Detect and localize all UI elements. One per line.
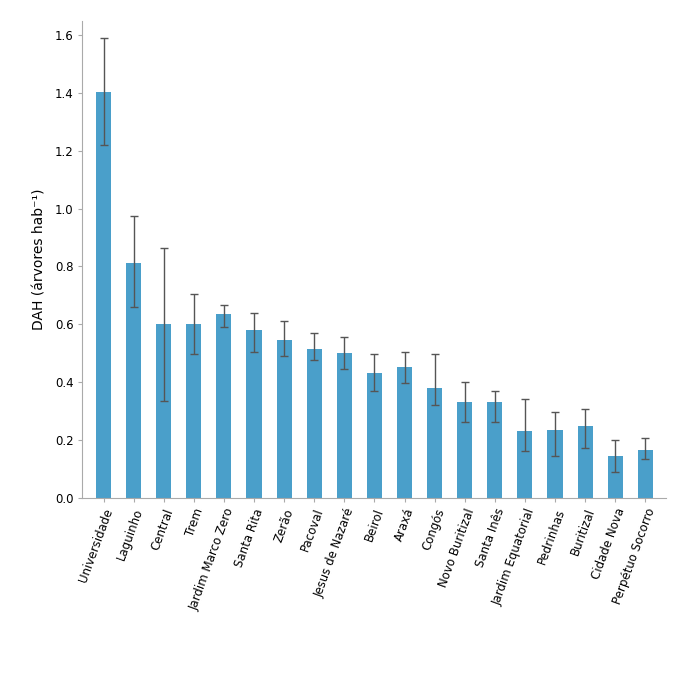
Bar [186, 324, 201, 498]
Bar [427, 388, 442, 498]
Bar [247, 330, 262, 498]
Bar [337, 353, 352, 498]
Bar [608, 455, 622, 498]
Bar [306, 349, 322, 498]
Bar [397, 368, 412, 498]
Bar [578, 426, 593, 498]
Bar [156, 324, 171, 498]
Bar [96, 91, 111, 498]
Bar [517, 431, 532, 498]
Bar [548, 430, 563, 498]
Y-axis label: DAH (árvores hab⁻¹): DAH (árvores hab⁻¹) [32, 189, 46, 330]
Bar [367, 373, 382, 498]
Bar [487, 402, 502, 498]
Bar [277, 340, 292, 498]
Bar [638, 450, 653, 498]
Bar [126, 263, 141, 498]
Bar [216, 314, 232, 498]
Bar [457, 402, 472, 498]
